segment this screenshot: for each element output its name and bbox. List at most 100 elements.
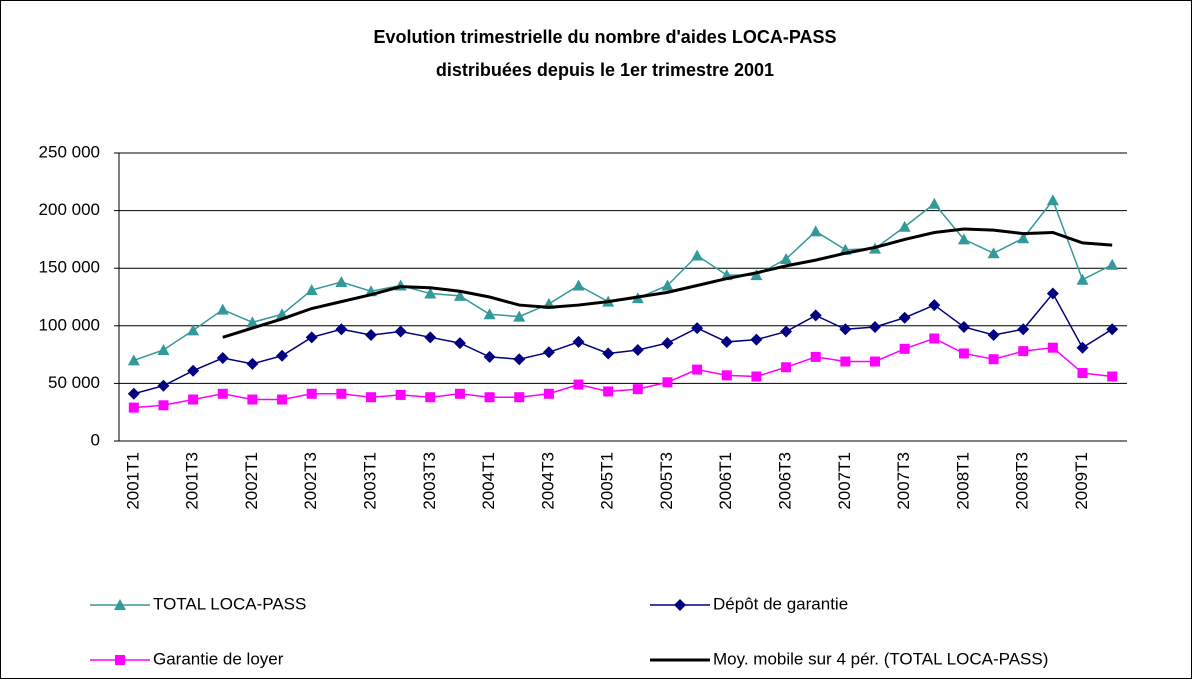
marker	[127, 387, 140, 400]
marker	[424, 331, 437, 344]
marker	[188, 394, 199, 405]
x-tick-label: 2009T1	[1072, 452, 1091, 510]
legend-marker	[674, 599, 686, 611]
x-tick-label: 2005T1	[598, 452, 617, 510]
marker	[572, 335, 585, 348]
x-tick-label: 2006T1	[716, 452, 735, 510]
y-tick-label: 50 000	[48, 373, 100, 392]
marker	[483, 350, 496, 363]
marker	[929, 333, 940, 344]
marker	[839, 323, 852, 336]
marker	[1047, 342, 1058, 353]
x-tick-label: 2008T1	[953, 452, 972, 510]
marker	[128, 402, 139, 413]
x-tick-label: 2004T3	[538, 452, 557, 510]
marker	[1077, 368, 1088, 379]
marker	[958, 348, 969, 359]
marker	[365, 329, 377, 342]
marker	[691, 322, 704, 335]
marker	[602, 347, 615, 360]
marker	[870, 356, 880, 367]
marker	[513, 310, 526, 322]
marker	[781, 362, 792, 373]
marker	[158, 400, 169, 411]
marker	[750, 269, 763, 281]
marker	[246, 316, 259, 328]
series-line	[222, 227, 1113, 339]
x-tick-label: 2007T1	[835, 452, 854, 510]
legend-marker	[115, 655, 125, 665]
marker	[394, 325, 407, 338]
marker	[543, 388, 554, 399]
x-tick-label: 2003T1	[360, 452, 379, 510]
marker	[957, 233, 970, 245]
legend-label: Garantie de loyer	[153, 649, 284, 668]
marker	[187, 324, 200, 336]
marker	[691, 249, 704, 261]
marker	[692, 364, 703, 375]
marker	[661, 279, 674, 291]
x-tick-label: 2004T1	[479, 452, 498, 510]
marker	[662, 377, 673, 388]
marker	[987, 247, 1000, 259]
marker	[187, 364, 200, 377]
marker	[572, 279, 585, 291]
marker	[661, 337, 674, 350]
marker	[127, 354, 140, 366]
marker	[988, 354, 999, 365]
y-tick-label: 100 000	[39, 315, 100, 334]
marker	[366, 392, 376, 403]
marker	[306, 388, 317, 399]
marker	[453, 289, 466, 301]
marker	[1107, 371, 1118, 382]
marker	[484, 392, 495, 403]
chart-title: Evolution trimestrielle du nombre d'aide…	[373, 27, 836, 47]
x-tick-label: 2003T3	[420, 452, 439, 510]
marker	[987, 329, 1000, 342]
chart-title: distribuées depuis le 1er trimestre 2001	[436, 60, 774, 80]
marker	[217, 388, 228, 399]
marker	[514, 392, 525, 403]
x-tick-label: 2005T3	[657, 452, 676, 510]
legend-marker	[114, 599, 126, 610]
marker	[247, 394, 258, 405]
legend-label: TOTAL LOCA-PASS	[153, 594, 306, 613]
marker	[809, 225, 822, 237]
marker	[869, 320, 881, 333]
y-tick-label: 0	[91, 430, 100, 449]
marker	[335, 323, 348, 336]
marker	[1106, 323, 1119, 336]
marker	[1017, 323, 1030, 336]
x-tick-label: 2001T3	[183, 452, 202, 510]
marker	[1076, 341, 1089, 354]
marker	[277, 394, 288, 405]
marker	[513, 353, 526, 366]
series-line	[133, 337, 1113, 409]
marker	[395, 389, 406, 400]
x-tick-label: 2002T3	[301, 452, 320, 510]
marker	[898, 220, 911, 232]
marker	[276, 349, 289, 362]
marker	[631, 343, 644, 356]
marker	[1017, 232, 1030, 244]
marker	[573, 379, 584, 390]
marker	[1106, 258, 1119, 270]
x-tick-label: 2007T3	[894, 452, 913, 510]
marker	[454, 388, 465, 399]
marker	[809, 309, 822, 322]
marker	[157, 343, 170, 355]
x-tick-label: 2008T3	[1013, 452, 1032, 510]
marker	[305, 284, 318, 296]
marker	[424, 287, 437, 299]
marker	[928, 299, 941, 312]
marker	[632, 384, 643, 395]
marker	[780, 252, 793, 264]
marker	[898, 311, 911, 324]
marker	[750, 333, 763, 346]
marker	[899, 343, 910, 354]
marker	[928, 197, 941, 209]
marker	[335, 276, 348, 288]
x-tick-label: 2002T1	[242, 452, 261, 510]
marker	[305, 331, 318, 344]
